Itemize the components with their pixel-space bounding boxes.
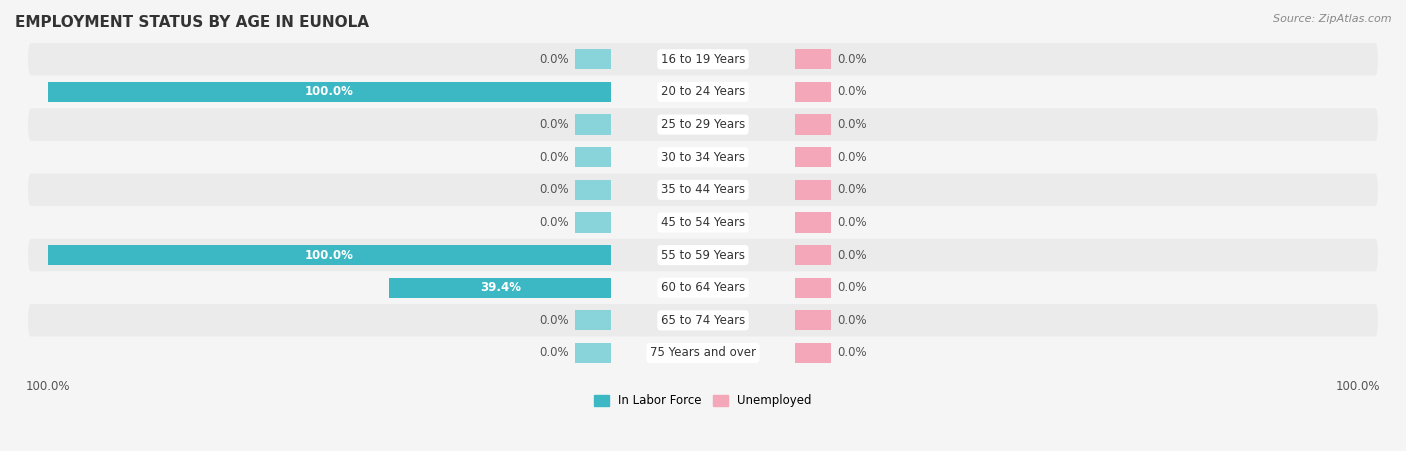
Text: 65 to 74 Years: 65 to 74 Years: [661, 314, 745, 327]
FancyBboxPatch shape: [28, 304, 1378, 337]
Text: EMPLOYMENT STATUS BY AGE IN EUNOLA: EMPLOYMENT STATUS BY AGE IN EUNOLA: [15, 15, 368, 30]
Text: 0.0%: 0.0%: [838, 249, 868, 262]
Bar: [389, 278, 612, 298]
FancyBboxPatch shape: [28, 76, 1378, 108]
Text: 0.0%: 0.0%: [838, 118, 868, 131]
FancyBboxPatch shape: [28, 337, 1378, 369]
Text: 0.0%: 0.0%: [538, 118, 568, 131]
FancyBboxPatch shape: [28, 174, 1378, 206]
Bar: [575, 180, 612, 200]
Bar: [575, 310, 612, 331]
Bar: [794, 115, 831, 135]
Bar: [794, 147, 831, 167]
Text: 75 Years and over: 75 Years and over: [650, 346, 756, 359]
Text: 0.0%: 0.0%: [538, 314, 568, 327]
FancyBboxPatch shape: [28, 272, 1378, 304]
Text: 0.0%: 0.0%: [838, 216, 868, 229]
FancyBboxPatch shape: [28, 43, 1378, 76]
Text: 100.0%: 100.0%: [305, 249, 354, 262]
Text: 20 to 24 Years: 20 to 24 Years: [661, 85, 745, 98]
Text: 30 to 34 Years: 30 to 34 Years: [661, 151, 745, 164]
Text: 0.0%: 0.0%: [838, 151, 868, 164]
Text: 25 to 29 Years: 25 to 29 Years: [661, 118, 745, 131]
Text: 0.0%: 0.0%: [538, 53, 568, 66]
Text: 35 to 44 Years: 35 to 44 Years: [661, 184, 745, 196]
Bar: [794, 343, 831, 363]
Bar: [794, 212, 831, 233]
Text: 39.4%: 39.4%: [479, 281, 520, 294]
Bar: [48, 82, 612, 102]
Bar: [794, 82, 831, 102]
Bar: [575, 49, 612, 69]
Bar: [575, 212, 612, 233]
Bar: [575, 343, 612, 363]
Text: 0.0%: 0.0%: [838, 281, 868, 294]
FancyBboxPatch shape: [28, 239, 1378, 272]
FancyBboxPatch shape: [28, 141, 1378, 174]
Bar: [794, 245, 831, 265]
Text: 0.0%: 0.0%: [838, 346, 868, 359]
Text: 0.0%: 0.0%: [838, 53, 868, 66]
Text: Source: ZipAtlas.com: Source: ZipAtlas.com: [1274, 14, 1392, 23]
Bar: [794, 310, 831, 331]
Bar: [575, 115, 612, 135]
Bar: [48, 245, 612, 265]
Text: 16 to 19 Years: 16 to 19 Years: [661, 53, 745, 66]
Bar: [575, 147, 612, 167]
Text: 0.0%: 0.0%: [838, 85, 868, 98]
Text: 60 to 64 Years: 60 to 64 Years: [661, 281, 745, 294]
Text: 0.0%: 0.0%: [838, 314, 868, 327]
Text: 0.0%: 0.0%: [538, 216, 568, 229]
Text: 0.0%: 0.0%: [538, 346, 568, 359]
Bar: [794, 278, 831, 298]
Text: 55 to 59 Years: 55 to 59 Years: [661, 249, 745, 262]
Text: 0.0%: 0.0%: [538, 151, 568, 164]
Legend: In Labor Force, Unemployed: In Labor Force, Unemployed: [589, 390, 817, 412]
Text: 0.0%: 0.0%: [538, 184, 568, 196]
FancyBboxPatch shape: [28, 206, 1378, 239]
Bar: [794, 180, 831, 200]
FancyBboxPatch shape: [28, 108, 1378, 141]
Text: 0.0%: 0.0%: [838, 184, 868, 196]
Bar: [794, 49, 831, 69]
Text: 45 to 54 Years: 45 to 54 Years: [661, 216, 745, 229]
Text: 100.0%: 100.0%: [305, 85, 354, 98]
